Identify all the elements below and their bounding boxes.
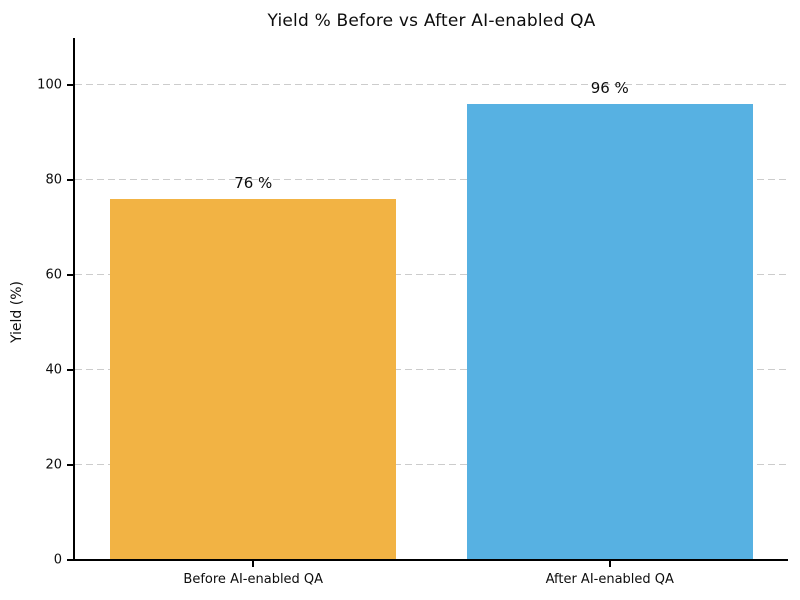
y-tick-label: 100 bbox=[37, 77, 62, 93]
y-tick-label: 40 bbox=[45, 362, 62, 378]
x-axis-line bbox=[73, 559, 788, 561]
gridline bbox=[75, 464, 788, 466]
bar-value-label: 76 % bbox=[234, 174, 273, 193]
y-tick-mark bbox=[67, 179, 73, 182]
y-tick-mark bbox=[67, 464, 73, 467]
y-tick-mark bbox=[67, 274, 73, 277]
y-tick-label: 20 bbox=[45, 457, 62, 473]
y-axis-line bbox=[73, 38, 75, 560]
y-axis-label: Yield (%) bbox=[9, 280, 25, 344]
plot-area: 0 20 40 60 80 100 76 % Before AI-enabled QA 96 %… bbox=[37, 38, 788, 587]
x-tick-label: After AI-enabled QA bbox=[545, 572, 674, 587]
gridline bbox=[75, 84, 788, 86]
y-tick-mark bbox=[67, 369, 73, 372]
y-tick-mark bbox=[67, 559, 73, 561]
x-tick-label: Before AI-enabled QA bbox=[183, 572, 324, 587]
y-tick-label: 0 bbox=[53, 552, 62, 568]
bar-value-label: 96 % bbox=[590, 79, 629, 98]
bar-1 bbox=[110, 199, 397, 560]
gridline bbox=[75, 274, 788, 276]
x-tick-mark bbox=[252, 561, 255, 567]
gridline bbox=[75, 369, 788, 371]
y-tick-label: 80 bbox=[45, 172, 62, 188]
x-tick-mark bbox=[608, 561, 611, 567]
gridline bbox=[75, 179, 788, 181]
y-tick-mark bbox=[67, 84, 73, 87]
bar-2 bbox=[466, 104, 753, 560]
chart-title: Yield % Before vs After AI-enabled QA bbox=[267, 11, 596, 31]
y-tick-label: 60 bbox=[45, 267, 62, 283]
